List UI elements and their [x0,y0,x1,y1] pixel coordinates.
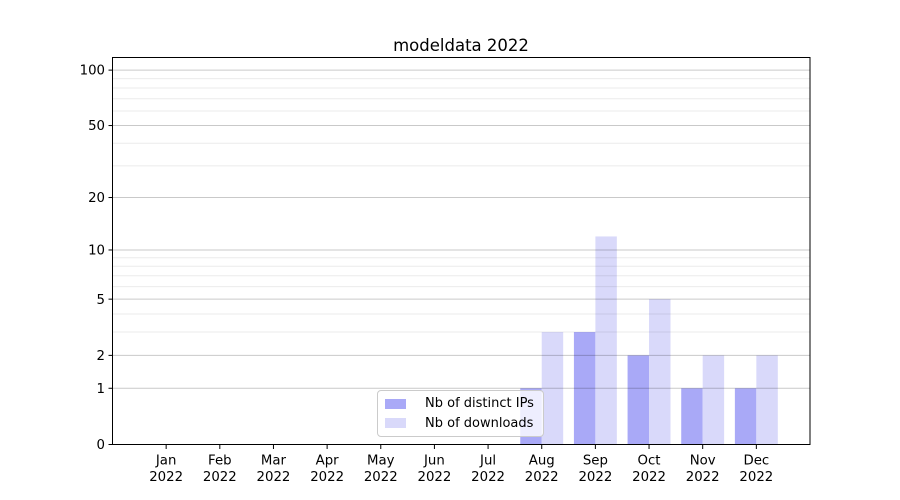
y-tick-label: 5 [97,293,105,308]
x-tick-label: Nov 2022 [686,454,720,486]
x-tick-label: Apr 2022 [310,454,344,486]
y-tick-label: 2 [97,349,105,364]
bar-series-1 [756,355,778,445]
legend-swatch-downloads [385,418,406,429]
chart-title: modeldata 2022 [393,36,529,55]
y-tick-label: 1 [97,382,105,397]
y-tick-label: 0 [97,438,105,453]
legend: Nb of distinct IPs Nb of downloads [377,390,544,437]
bar-series-0 [573,332,596,445]
x-tick-label: Jul 2022 [471,454,505,486]
legend-label-distinct-ips: Nb of distinct IPs [425,396,534,412]
legend-item-distinct-ips: Nb of distinct IPs [385,395,537,412]
x-tick-label: Dec 2022 [739,454,773,486]
bar-series-0 [681,388,703,445]
bar-series-1 [649,299,671,445]
bar-series-0 [734,388,757,445]
bar-series-1 [595,236,617,445]
legend-label-downloads: Nb of downloads [425,415,534,431]
legend-swatch-distinct-ips [385,398,406,409]
x-tick-label: Aug 2022 [525,454,559,486]
bar-series-0 [627,355,650,445]
legend-item-downloads: Nb of downloads [385,415,537,432]
plot-border [112,57,811,445]
bar-series-1 [541,332,564,445]
x-tick-label: Sep 2022 [578,454,612,486]
y-tick-label: 20 [88,191,105,206]
x-tick-label: Jun 2022 [417,454,451,486]
x-tick-label: Oct 2022 [632,454,666,486]
y-tick-label: 50 [88,119,105,134]
y-tick-label: 10 [88,244,105,259]
x-tick-label: Feb 2022 [203,454,237,486]
x-tick-label: Jan 2022 [149,454,183,486]
x-tick-label: May 2022 [364,454,398,486]
y-tick-label: 100 [80,64,105,79]
x-tick-label: Mar 2022 [257,454,291,486]
bar-series-1 [702,355,725,445]
